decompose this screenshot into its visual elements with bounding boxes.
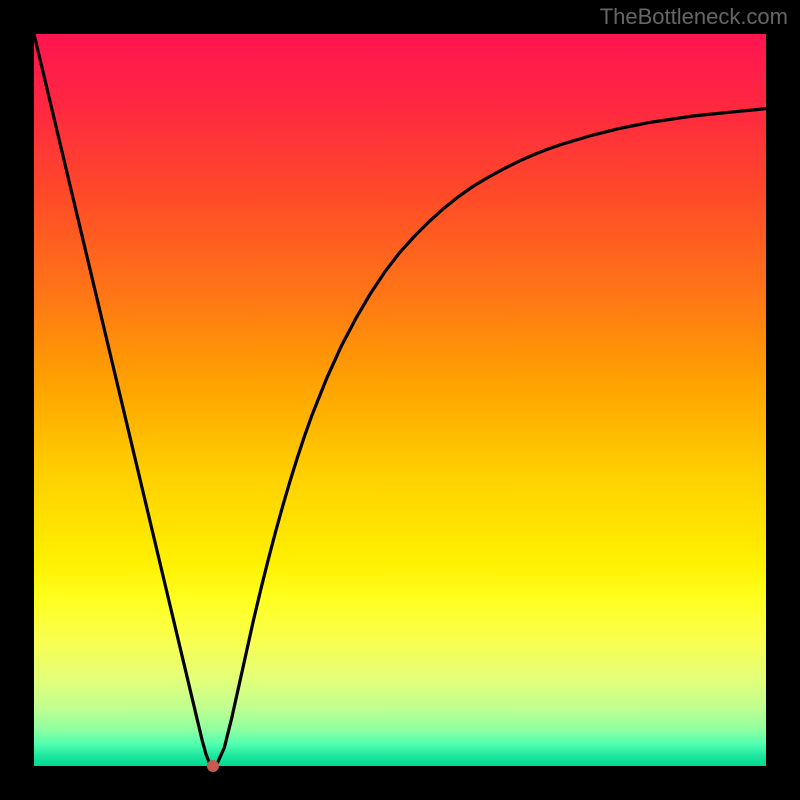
watermark-text: TheBottleneck.com xyxy=(600,4,788,30)
plot-svg xyxy=(34,34,766,766)
gradient-background xyxy=(34,34,766,766)
plot-area xyxy=(34,34,766,766)
chart-canvas: TheBottleneck.com xyxy=(0,0,800,800)
minimum-marker xyxy=(207,760,219,772)
